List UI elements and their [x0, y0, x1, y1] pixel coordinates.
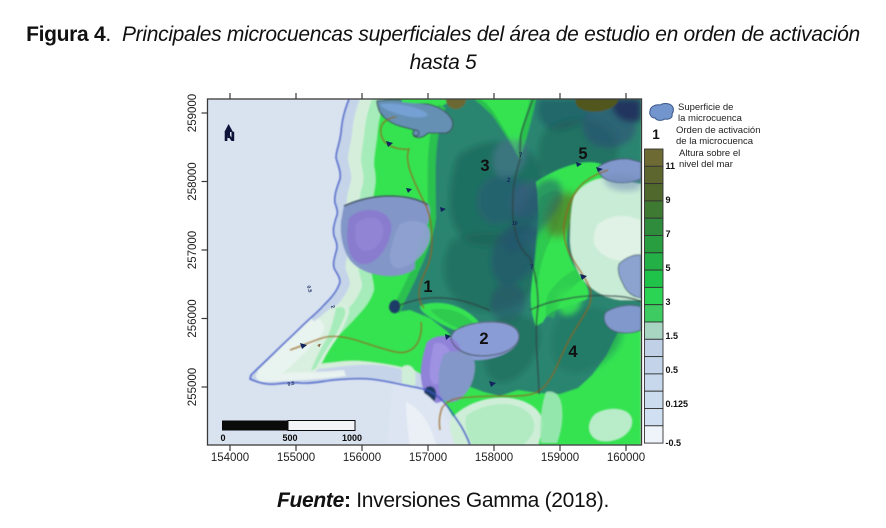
svg-text:259000: 259000 [187, 94, 199, 132]
svg-text:3: 3 [480, 157, 489, 175]
svg-text:500: 500 [282, 433, 297, 443]
svg-text:1000: 1000 [342, 433, 362, 443]
svg-text:154000: 154000 [211, 452, 249, 464]
svg-text:5: 5 [666, 263, 671, 273]
svg-text:1: 1 [652, 127, 660, 142]
svg-text:160000: 160000 [607, 452, 645, 464]
svg-text:155000: 155000 [277, 452, 315, 464]
svg-text:159000: 159000 [541, 452, 579, 464]
svg-text:7: 7 [666, 229, 671, 239]
svg-text:256000: 256000 [187, 299, 199, 337]
svg-text:de la microcuenca: de la microcuenca [676, 136, 754, 147]
svg-text:156000: 156000 [343, 452, 381, 464]
svg-text:11: 11 [666, 161, 676, 171]
svg-text:Superficie de: Superficie de [678, 102, 733, 113]
svg-text:la microcuenca: la microcuenca [678, 113, 743, 124]
svg-text:3: 3 [666, 297, 671, 307]
svg-text:7: 7 [530, 265, 534, 271]
svg-text:2: 2 [507, 178, 511, 184]
svg-text:2: 2 [329, 305, 336, 310]
svg-text:10: 10 [512, 221, 518, 227]
svg-text:255000: 255000 [187, 368, 199, 406]
svg-text:157000: 157000 [409, 452, 447, 464]
svg-text:Orden de activación: Orden de activación [676, 125, 761, 136]
svg-text:0: 0 [220, 433, 225, 443]
svg-text:Altura sobre el: Altura sobre el [679, 148, 740, 159]
svg-text:5: 5 [578, 145, 587, 163]
svg-text:2: 2 [479, 330, 488, 348]
svg-text:158000: 158000 [475, 452, 513, 464]
svg-text:0.5: 0.5 [666, 365, 679, 375]
svg-text:0.5: 0.5 [287, 380, 295, 388]
svg-text:1: 1 [423, 278, 432, 296]
svg-text:1.5: 1.5 [666, 331, 679, 341]
svg-text:0.125: 0.125 [666, 399, 689, 409]
svg-text:257000: 257000 [187, 231, 199, 269]
svg-text:4: 4 [316, 343, 322, 350]
svg-text:258000: 258000 [187, 162, 199, 200]
svg-text:4: 4 [568, 343, 578, 361]
svg-text:7: 7 [519, 153, 523, 159]
svg-text:-0.5: -0.5 [666, 438, 682, 448]
svg-text:9: 9 [666, 195, 671, 205]
svg-text:nivel del mar: nivel del mar [679, 159, 733, 170]
svg-text:0.5: 0.5 [305, 285, 313, 293]
